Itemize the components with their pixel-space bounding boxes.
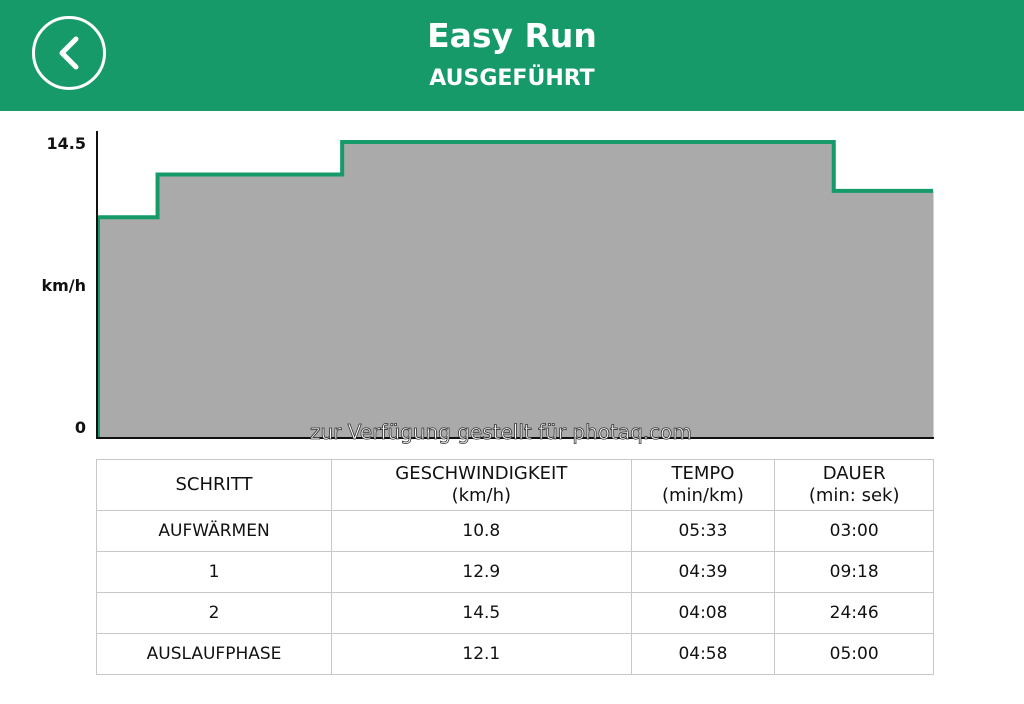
segment-bar-3 <box>833 190 934 438</box>
y-tick-max: 14.5 <box>47 134 86 153</box>
cell-step: 1 <box>95 551 333 593</box>
segment-bar-2 <box>342 142 835 438</box>
cell-pace: 04:08 <box>630 592 776 634</box>
steps-table: SCHRITT GESCHWINDIGKEIT (km/h) TEMPO (min/… <box>95 459 934 675</box>
header-unit: (km/h) <box>451 485 512 506</box>
col-header-speed: GESCHWINDIGKEIT (km/h) <box>331 459 632 511</box>
y-axis-label: km/h <box>41 276 86 295</box>
cell-pace: 05:33 <box>630 510 776 552</box>
cell-speed: 10.8 <box>331 510 632 552</box>
speed-line <box>96 140 933 437</box>
cell-pace: 04:58 <box>630 633 776 675</box>
header-unit: (min/km) <box>661 485 744 506</box>
header-bar: Easy Run AUSGEFÜHRT <box>0 0 1024 111</box>
header-text: DAUER <box>822 463 886 484</box>
cell-speed: 14.5 <box>331 592 632 634</box>
col-header-duration: DAUER (min: sek) <box>774 459 934 511</box>
col-header-step: SCHRITT <box>95 459 333 511</box>
cell-pace: 04:39 <box>630 551 776 593</box>
chevron-left-icon <box>59 36 79 70</box>
cell-duration: 09:18 <box>774 551 934 593</box>
table-header-row: SCHRITT GESCHWINDIGKEIT (km/h) TEMPO (min/… <box>95 459 934 511</box>
table-row: 2 14.5 04:08 24:46 <box>95 592 934 634</box>
cell-step: 2 <box>95 592 333 634</box>
header-text: GESCHWINDIGKEIT <box>395 463 568 484</box>
cell-speed: 12.1 <box>331 633 632 675</box>
back-button[interactable] <box>32 16 106 90</box>
table-row: AUSLAUFPHASE 12.1 04:58 05:00 <box>95 633 934 675</box>
speed-chart: 14.5 km/h 0 <box>41 131 934 439</box>
segment-bar-1 <box>157 174 343 438</box>
col-header-pace: TEMPO (min/km) <box>630 459 776 511</box>
cell-step: AUSLAUFPHASE <box>95 633 333 675</box>
header-text: TEMPO <box>671 463 735 484</box>
header-unit: (min: sek) <box>808 485 900 506</box>
cell-duration: 24:46 <box>774 592 934 634</box>
watermark: zur Verfügung gestellt für photaq.com <box>310 420 693 445</box>
table-row: AUFWÄRMEN 10.8 05:33 03:00 <box>95 510 934 552</box>
header-text: SCHRITT <box>175 474 253 495</box>
y-tick-zero: 0 <box>75 418 86 437</box>
cell-duration: 03:00 <box>774 510 934 552</box>
cell-speed: 12.9 <box>331 551 632 593</box>
cell-step: AUFWÄRMEN <box>95 510 333 552</box>
page-subtitle: AUSGEFÜHRT <box>429 66 595 91</box>
table-row: 1 12.9 04:39 09:18 <box>95 551 934 593</box>
page-title: Easy Run <box>427 16 597 55</box>
segment-bar-0 <box>98 217 159 438</box>
cell-duration: 05:00 <box>774 633 934 675</box>
